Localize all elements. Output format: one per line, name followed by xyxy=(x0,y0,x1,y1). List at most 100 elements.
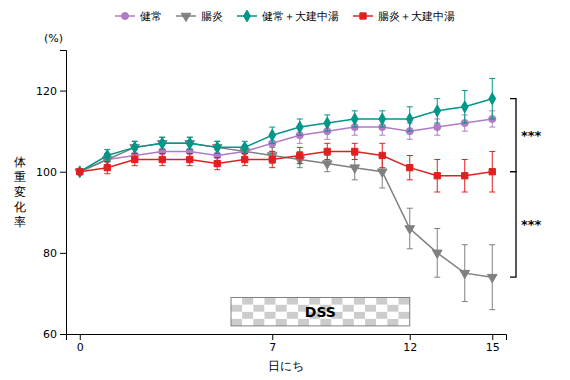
significance-bracket xyxy=(510,172,516,277)
significance-label: *** xyxy=(521,217,542,232)
x-tick-label: 0 xyxy=(77,341,84,354)
series-marker xyxy=(434,173,440,179)
series-marker xyxy=(324,148,330,154)
annotation-box-cell xyxy=(231,319,242,326)
legend-item: 腸炎＋大建中湯 xyxy=(353,10,455,23)
y-tick-mark xyxy=(60,253,66,254)
series-marker xyxy=(461,101,468,113)
x-tick-label: 7 xyxy=(269,341,276,354)
series-marker xyxy=(104,164,110,170)
annotation-box-cell xyxy=(343,297,354,304)
series xyxy=(76,78,495,177)
legend: 健常腸炎健常＋大建中湯腸炎＋大建中湯 xyxy=(115,10,455,23)
legend-item: 健常＋大建中湯 xyxy=(237,10,339,23)
annotation-box-cell xyxy=(276,319,287,326)
legend-label: 腸炎＋大建中湯 xyxy=(378,10,455,23)
series-marker xyxy=(432,250,442,258)
annotation-box-cell xyxy=(354,297,365,304)
y-tick-label: 80 xyxy=(43,247,57,260)
significance-bracket xyxy=(510,99,516,172)
series-marker xyxy=(324,117,331,129)
annotation-box-cell xyxy=(320,319,331,326)
error-bar xyxy=(187,137,193,149)
legend-marker xyxy=(244,10,251,22)
error-bar xyxy=(352,143,358,159)
annotation-box-cell xyxy=(253,312,264,319)
x-tick-label: 12 xyxy=(403,341,417,354)
error-bar xyxy=(214,141,220,153)
legend-label: 健常＋大建中湯 xyxy=(262,10,339,23)
error-bar xyxy=(269,151,275,167)
legend-item: 健常 xyxy=(115,10,162,23)
annotation-box-cell xyxy=(376,312,387,319)
error-bar xyxy=(352,111,358,127)
series-marker xyxy=(186,137,193,149)
error-bar xyxy=(159,137,165,149)
legend-label: 健常 xyxy=(140,10,162,23)
annotation-box-cell xyxy=(242,305,253,312)
series-marker xyxy=(460,270,470,278)
error-bar xyxy=(324,143,330,159)
y-tick: 100 xyxy=(36,166,66,179)
y-tick-mark xyxy=(60,172,66,173)
series xyxy=(76,111,496,175)
error-bar xyxy=(132,153,138,165)
x-tick: 0 xyxy=(77,334,84,354)
x-tick-label: 15 xyxy=(486,341,500,354)
series-line xyxy=(80,143,493,277)
x-tick: 7 xyxy=(269,334,276,354)
annotation-box-cell xyxy=(287,319,298,326)
annotation-box-cell xyxy=(242,297,253,304)
error-bar xyxy=(132,141,138,153)
error-bar xyxy=(187,137,193,149)
error-bar xyxy=(132,141,138,153)
y-tick: 80 xyxy=(43,247,66,260)
series-line xyxy=(80,151,493,175)
x-axis-title: 日にち xyxy=(268,359,304,373)
series xyxy=(75,137,497,309)
series-marker xyxy=(377,169,387,177)
series xyxy=(77,143,496,192)
annotation-box-cell xyxy=(253,305,264,312)
error-bar xyxy=(242,141,248,153)
legend-marker xyxy=(360,13,366,19)
error-bar xyxy=(269,127,275,143)
annotation-box-cell xyxy=(242,319,253,326)
series-marker xyxy=(379,113,386,125)
annotation-box-cell xyxy=(287,297,298,304)
y-tick-mark xyxy=(60,334,66,335)
error-bar xyxy=(214,158,220,170)
series-marker xyxy=(322,161,332,169)
series-marker xyxy=(350,165,360,173)
x-tick-mark xyxy=(272,334,273,340)
annotation-box-cell xyxy=(387,305,398,312)
annotation-box-cell xyxy=(399,305,410,312)
series-marker xyxy=(131,141,138,153)
error-bar xyxy=(407,107,413,131)
annotation-box-cell xyxy=(387,312,398,319)
annotation-box-cell xyxy=(242,312,253,319)
annotation-box-cell xyxy=(265,297,276,304)
annotation-box-cell xyxy=(387,319,398,326)
y-axis-title: 体重変化率 xyxy=(14,155,26,229)
annotation-box-cell xyxy=(265,319,276,326)
series-marker xyxy=(489,93,496,105)
series-marker xyxy=(214,160,220,166)
series-marker xyxy=(407,164,413,170)
y-tick: 120 xyxy=(36,85,66,98)
y-axis: 6080100120 xyxy=(36,51,67,342)
y-axis-line xyxy=(60,51,67,335)
error-bar xyxy=(159,137,165,149)
series-marker xyxy=(77,169,83,175)
error-bar xyxy=(379,111,385,127)
plot-area xyxy=(75,78,497,325)
x-tick-mark xyxy=(492,334,493,340)
annotation-box-cell xyxy=(365,305,376,312)
error-bar xyxy=(434,99,440,123)
error-bar xyxy=(462,160,468,192)
annotation-box-cell xyxy=(231,305,242,312)
annotation-box-cell xyxy=(231,297,242,304)
chart: 0712156080100120DSS******日にち体重変化率(%)健常腸炎… xyxy=(0,0,570,380)
series-marker xyxy=(242,156,248,162)
series-marker xyxy=(434,124,441,131)
